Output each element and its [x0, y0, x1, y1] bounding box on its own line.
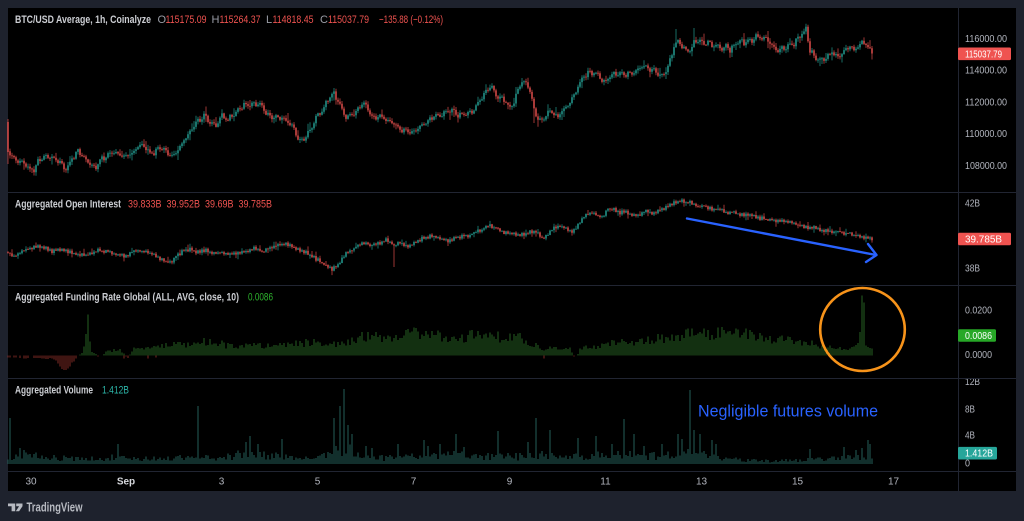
svg-text:115037.79: 115037.79	[328, 14, 369, 26]
svg-text:108000.00: 108000.00	[965, 161, 1007, 172]
svg-text:4B: 4B	[965, 430, 975, 441]
svg-text:Aggregated Funding Rate Global: Aggregated Funding Rate Global (ALL, AVG…	[15, 292, 239, 304]
svg-text:12B: 12B	[965, 377, 980, 388]
svg-text:O: O	[158, 14, 167, 26]
svg-text:116000.00: 116000.00	[965, 34, 1007, 45]
svg-text:0.0200: 0.0200	[965, 306, 992, 317]
svg-text:H: H	[212, 14, 220, 26]
svg-text:8B: 8B	[965, 404, 975, 415]
svg-text:114000.00: 114000.00	[965, 66, 1007, 77]
svg-text:Aggregated Open Interest: Aggregated Open Interest	[15, 199, 121, 211]
svg-text:39.833B 39.952B 39.69B 39.7: 39.833B 39.952B 39.69B 39.785B	[128, 199, 272, 211]
svg-text:L: L	[266, 14, 272, 26]
svg-text:115175.09: 115175.09	[166, 14, 207, 26]
svg-text:BTC/USD Average, 1h, Coinalyze: BTC/USD Average, 1h, Coinalyze	[15, 14, 151, 26]
svg-text:C: C	[320, 14, 328, 26]
svg-text:114818.45: 114818.45	[273, 14, 314, 26]
svg-text:0.0086: 0.0086	[965, 331, 992, 342]
svg-text:7: 7	[411, 477, 417, 488]
svg-text:30: 30	[25, 477, 37, 488]
svg-text:17: 17	[888, 477, 900, 488]
svg-text:39.785B: 39.785B	[965, 235, 1002, 246]
svg-text:3: 3	[219, 477, 225, 488]
svg-text:9: 9	[507, 477, 513, 488]
svg-text:Negligible futures volume: Negligible futures volume	[698, 403, 878, 421]
svg-text:0.0086: 0.0086	[248, 292, 273, 304]
svg-text:115037.79: 115037.79	[965, 49, 1002, 60]
svg-text:1.412B: 1.412B	[965, 449, 993, 460]
svg-text:112000.00: 112000.00	[965, 97, 1007, 108]
svg-text:11: 11	[600, 477, 611, 488]
svg-text:−135.88 (−0.12%): −135.88 (−0.12%)	[379, 14, 443, 26]
svg-text:38B: 38B	[965, 264, 980, 275]
svg-text:1.412B: 1.412B	[102, 385, 129, 397]
svg-text:110000.00: 110000.00	[965, 129, 1007, 140]
svg-text:Aggregated Volume: Aggregated Volume	[15, 385, 93, 397]
svg-text:Sep: Sep	[117, 477, 135, 488]
svg-text:13: 13	[696, 477, 708, 488]
svg-text:0.0000: 0.0000	[965, 350, 992, 361]
svg-text:TradingView: TradingView	[27, 500, 84, 515]
svg-text:115264.37: 115264.37	[220, 14, 261, 26]
svg-text:15: 15	[792, 477, 804, 488]
svg-text:42B: 42B	[965, 199, 980, 210]
svg-text:5: 5	[315, 477, 321, 488]
svg-text:0: 0	[965, 458, 970, 469]
